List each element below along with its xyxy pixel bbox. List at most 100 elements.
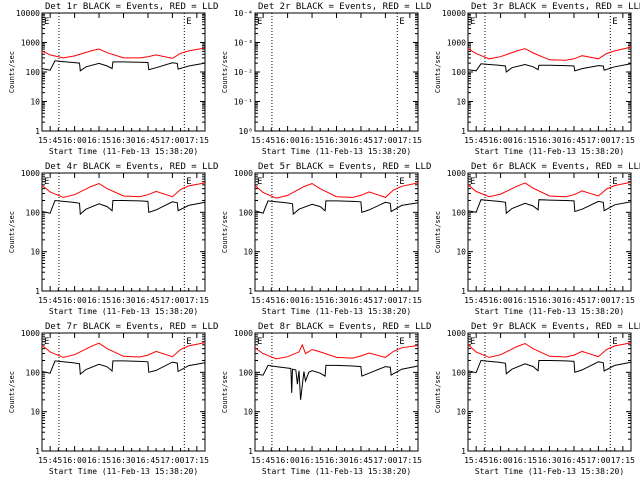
x-axis-label: Start Time (11-Feb-13 15:38:20)	[262, 307, 411, 316]
y-tick-label: 10⁻³	[234, 39, 253, 48]
plot-frame	[41, 172, 206, 292]
event-marker-2: E	[612, 337, 617, 347]
y-tick-label: 1	[461, 447, 466, 456]
x-tick-label: 16:15	[87, 136, 111, 145]
x-tick-label: 17:00	[373, 456, 397, 465]
y-tick-label: 1	[248, 287, 253, 296]
plot-frame	[41, 332, 206, 452]
chart-panel-7: Det 7r BLACK = Events, RED = LLD E E 1 10 100…	[8, 322, 218, 476]
x-tick-label: 16:30	[537, 136, 561, 145]
x-tick-label: 16:15	[513, 296, 537, 305]
x-axis-label: Start Time (11-Feb-13 15:38:20)	[475, 307, 624, 316]
series-events-line	[41, 60, 206, 72]
event-marker-1: E	[257, 17, 262, 27]
x-tick-label: 16:00	[63, 456, 87, 465]
y-tick-label: 10	[243, 248, 253, 257]
x-axis-label: Start Time (11-Feb-13 15:38:20)	[49, 467, 198, 476]
x-tick-label: 17:15	[611, 136, 635, 145]
x-tick-label: 16:45	[136, 456, 160, 465]
chart-panel-9: Det 9r BLACK = Events, RED = LLD E E 1 10 100…	[434, 322, 640, 476]
y-tick-label: 100	[239, 208, 254, 217]
x-tick-label: 17:15	[611, 456, 635, 465]
chart-panel-5: Det 5r BLACK = Events, RED = LLD E E 1 10 100…	[221, 162, 431, 316]
event-marker-2: E	[399, 337, 404, 347]
y-tick-label: 10000	[442, 9, 466, 18]
chart-title: Det 9r BLACK = Events, RED = LLD	[471, 322, 640, 332]
y-axis-label: Counts/sec	[221, 51, 229, 93]
x-tick-label: 17:00	[160, 136, 184, 145]
event-marker-1: E	[44, 17, 49, 27]
x-axis-label: Start Time (11-Feb-13 15:38:20)	[475, 147, 624, 156]
y-tick-label: 10	[456, 98, 466, 107]
y-tick-label: 1	[35, 447, 40, 456]
x-tick-label: 16:00	[63, 136, 87, 145]
x-tick-label: 16:45	[562, 136, 586, 145]
x-tick-label: 16:00	[276, 136, 300, 145]
series-lld-line	[254, 343, 419, 360]
y-axis-label: Counts/sec	[434, 211, 442, 253]
x-tick-label: 16:30	[324, 456, 348, 465]
x-tick-label: 16:45	[349, 296, 373, 305]
chart-title: Det 1r BLACK = Events, RED = LLD	[45, 2, 218, 12]
y-tick-label: 1000	[21, 169, 40, 178]
y-tick-label: 100	[452, 208, 467, 217]
x-tick-label: 17:00	[160, 296, 184, 305]
y-tick-label: 1000	[21, 329, 40, 338]
x-tick-label: 17:15	[398, 136, 422, 145]
chart-panel-4: Det 4r BLACK = Events, RED = LLD E E 1 10 100…	[8, 162, 218, 316]
chart-panel-1: Det 1r BLACK = Events, RED = LLD E E 1 10 100…	[8, 2, 218, 156]
series-lld-line	[467, 46, 632, 61]
x-tick-label: 15:45	[251, 456, 275, 465]
x-tick-label: 16:15	[513, 136, 537, 145]
series-lld-line	[41, 342, 206, 358]
x-axis-label: Start Time (11-Feb-13 15:38:20)	[49, 147, 198, 156]
series-events-line	[41, 360, 206, 376]
y-tick-label: 10	[456, 248, 466, 257]
y-tick-label: 1	[35, 127, 40, 136]
x-tick-label: 16:15	[87, 456, 111, 465]
x-tick-label: 16:30	[537, 456, 561, 465]
plot-frame	[467, 12, 632, 132]
x-tick-label: 15:45	[464, 136, 488, 145]
y-tick-label: 10	[30, 408, 40, 417]
y-tick-label: 10⁰	[239, 127, 253, 136]
y-tick-label: 100	[26, 208, 41, 217]
x-tick-label: 17:00	[160, 456, 184, 465]
y-tick-label: 1000	[234, 329, 253, 338]
chart-panel-8: Det 8r BLACK = Events, RED = LLD E E 1 10 100…	[221, 322, 431, 476]
x-tick-label: 16:45	[136, 136, 160, 145]
series-lld-line	[467, 342, 632, 358]
x-tick-label: 16:45	[349, 136, 373, 145]
plot-frame	[467, 172, 632, 292]
y-tick-label: 1000	[447, 39, 466, 48]
y-tick-label: 1000	[21, 39, 40, 48]
x-tick-label: 17:15	[185, 456, 209, 465]
x-axis-label: Start Time (11-Feb-13 15:38:20)	[262, 467, 411, 476]
x-tick-label: 16:00	[63, 296, 87, 305]
chart-title: Det 6r BLACK = Events, RED = LLD	[471, 162, 640, 172]
x-tick-label: 16:15	[513, 456, 537, 465]
event-marker-1: E	[44, 177, 49, 187]
y-tick-label: 100	[239, 368, 254, 377]
event-marker-2: E	[186, 177, 191, 187]
y-axis-label: Counts/sec	[221, 211, 229, 253]
y-tick-label: 1	[248, 447, 253, 456]
x-tick-label: 16:45	[349, 456, 373, 465]
series-lld-line	[41, 47, 206, 59]
y-tick-label: 10	[30, 248, 40, 257]
x-tick-label: 16:00	[489, 136, 513, 145]
chart-title: Det 7r BLACK = Events, RED = LLD	[45, 322, 218, 332]
y-tick-label: 10⁻¹	[234, 98, 253, 107]
x-tick-label: 16:00	[276, 296, 300, 305]
x-tick-label: 17:00	[373, 136, 397, 145]
x-tick-label: 16:30	[111, 456, 135, 465]
x-tick-label: 16:45	[562, 296, 586, 305]
x-tick-label: 17:15	[185, 136, 209, 145]
chart-title: Det 3r BLACK = Events, RED = LLD	[471, 2, 640, 12]
x-tick-label: 16:00	[489, 456, 513, 465]
x-tick-label: 16:00	[489, 296, 513, 305]
chart-title: Det 2r BLACK = Events, RED = LLD	[258, 2, 431, 12]
x-tick-label: 16:30	[111, 136, 135, 145]
series-lld-line	[467, 181, 632, 198]
